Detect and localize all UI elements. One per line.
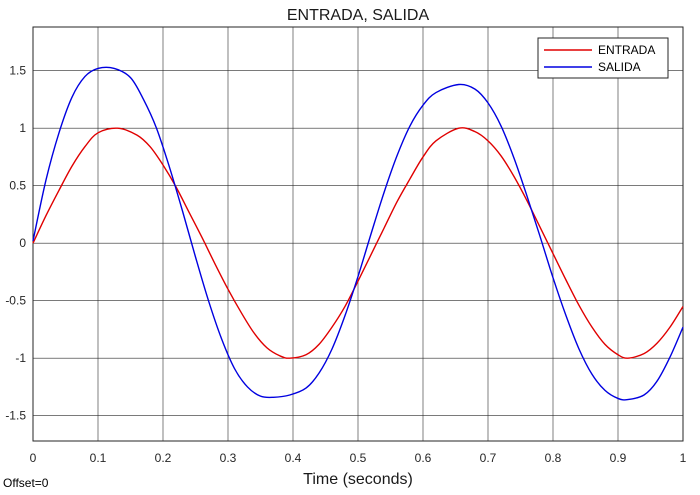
- legend-label-entrada: ENTRADA: [598, 43, 655, 57]
- series-layer: [32, 66, 684, 401]
- x-axis-label: Time (seconds): [303, 471, 413, 488]
- x-tick-label: 0.4: [285, 451, 302, 465]
- y-tick-label: -1.5: [5, 409, 26, 423]
- x-tick-label: 0.2: [155, 451, 172, 465]
- plot-area: [32, 26, 684, 442]
- y-tick-label: 1: [19, 121, 26, 135]
- legend-label-salida: SALIDA: [598, 60, 641, 74]
- tick-labels: 0 0.1 0.2 0.3 0.4 0.5 0.6 0.7 0.8 0.9 1 1.5 1 0.5 0 -0.…: [5, 64, 686, 465]
- y-tick-label: -1: [15, 351, 26, 365]
- x-tick-label: 0.7: [480, 451, 497, 465]
- y-tick-label: 1.5: [9, 64, 26, 78]
- y-tick-label: 0.5: [9, 179, 26, 193]
- x-tick-label: 0.6: [415, 451, 432, 465]
- x-tick-label: 1: [680, 451, 687, 465]
- x-tick-label: 0.9: [610, 451, 627, 465]
- legend: ENTRADA SALIDA: [537, 37, 669, 79]
- series-line-entrada: [32, 127, 684, 359]
- y-tick-label: 0: [19, 236, 26, 250]
- x-tick-label: 0.3: [220, 451, 237, 465]
- chart-title: ENTRADA, SALIDA: [287, 7, 430, 24]
- legend-box: [537, 37, 669, 79]
- x-tick-label: 0.8: [545, 451, 562, 465]
- x-tick-label: 0.1: [90, 451, 107, 465]
- x-tick-label: 0: [30, 451, 37, 465]
- series-line-salida: [32, 66, 684, 401]
- x-tick-label: 0.5: [350, 451, 367, 465]
- grid: [32, 27, 684, 441]
- offset-label: Offset=0: [3, 476, 49, 490]
- y-tick-label: -0.5: [5, 294, 26, 308]
